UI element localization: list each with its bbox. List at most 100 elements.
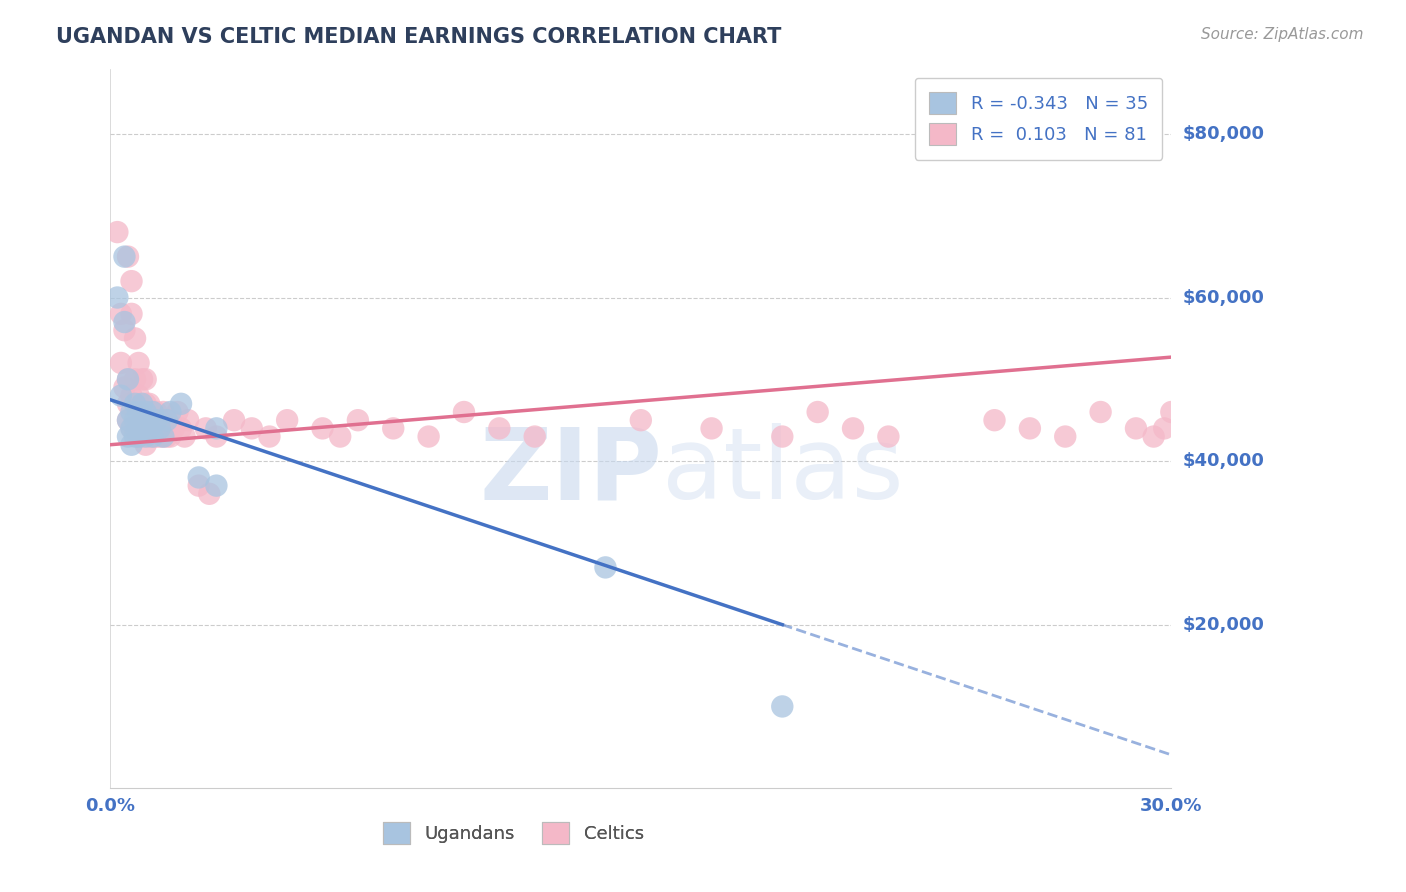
Point [117,372,139,386]
Point [173,429,195,443]
Point [114,323,136,337]
Point [138,413,160,427]
Point [149,421,172,435]
Point [807,405,830,419]
Point [142,405,165,419]
Point [329,429,352,443]
Point [114,250,136,264]
Point [105,291,128,305]
Text: atlas: atlas [662,423,904,520]
Point [135,405,157,419]
Point [145,421,167,435]
Point [453,405,475,419]
Point [128,405,150,419]
Point [121,389,143,403]
Point [135,405,157,419]
Point [117,372,139,386]
Text: $40,000: $40,000 [1182,452,1264,470]
Legend: Ugandans, Celtics: Ugandans, Celtics [375,814,651,851]
Point [110,389,132,403]
Point [170,421,193,435]
Point [205,421,228,435]
Point [149,421,172,435]
Point [1054,429,1077,443]
Point [159,429,181,443]
Point [1090,405,1112,419]
Point [770,429,793,443]
Point [177,413,200,427]
Point [159,413,181,427]
Point [124,413,146,427]
Text: UGANDAN VS CELTIC MEDIAN EARNINGS CORRELATION CHART: UGANDAN VS CELTIC MEDIAN EARNINGS CORREL… [56,27,782,46]
Point [128,389,150,403]
Point [194,421,217,435]
Text: $60,000: $60,000 [1182,288,1264,307]
Point [131,372,153,386]
Point [166,405,188,419]
Point [121,307,143,321]
Point [149,413,172,427]
Point [152,429,174,443]
Point [110,356,132,370]
Point [347,413,370,427]
Point [128,429,150,443]
Point [152,405,174,419]
Point [114,315,136,329]
Point [1018,421,1040,435]
Point [128,429,150,443]
Point [149,429,172,443]
Point [630,413,652,427]
Point [131,421,153,435]
Point [117,413,139,427]
Point [770,699,793,714]
Text: $80,000: $80,000 [1182,125,1264,143]
Point [152,429,174,443]
Point [311,421,333,435]
Point [156,429,179,443]
Point [222,413,245,427]
Point [187,478,209,492]
Point [114,380,136,394]
Point [117,429,139,443]
Point [131,397,153,411]
Point [152,421,174,435]
Point [138,421,160,435]
Point [131,413,153,427]
Point [124,429,146,443]
Point [1160,405,1182,419]
Point [145,429,167,443]
Point [121,405,143,419]
Point [121,421,143,435]
Point [142,429,165,443]
Point [700,421,723,435]
Point [124,372,146,386]
Point [170,397,193,411]
Text: Source: ZipAtlas.com: Source: ZipAtlas.com [1201,27,1364,42]
Point [159,405,181,419]
Point [240,421,263,435]
Point [135,438,157,452]
Point [117,250,139,264]
Point [142,429,165,443]
Point [205,429,228,443]
Point [523,429,546,443]
Point [138,397,160,411]
Point [1153,421,1175,435]
Point [205,478,228,492]
Text: $20,000: $20,000 [1182,615,1264,633]
Point [121,274,143,288]
Point [595,560,617,574]
Point [488,421,510,435]
Point [135,429,157,443]
Point [156,421,179,435]
Point [121,438,143,452]
Point [142,405,165,419]
Point [128,356,150,370]
Point [1143,429,1166,443]
Point [877,429,900,443]
Point [135,413,157,427]
Point [128,421,150,435]
Point [198,487,221,501]
Point [117,413,139,427]
Point [187,470,209,484]
